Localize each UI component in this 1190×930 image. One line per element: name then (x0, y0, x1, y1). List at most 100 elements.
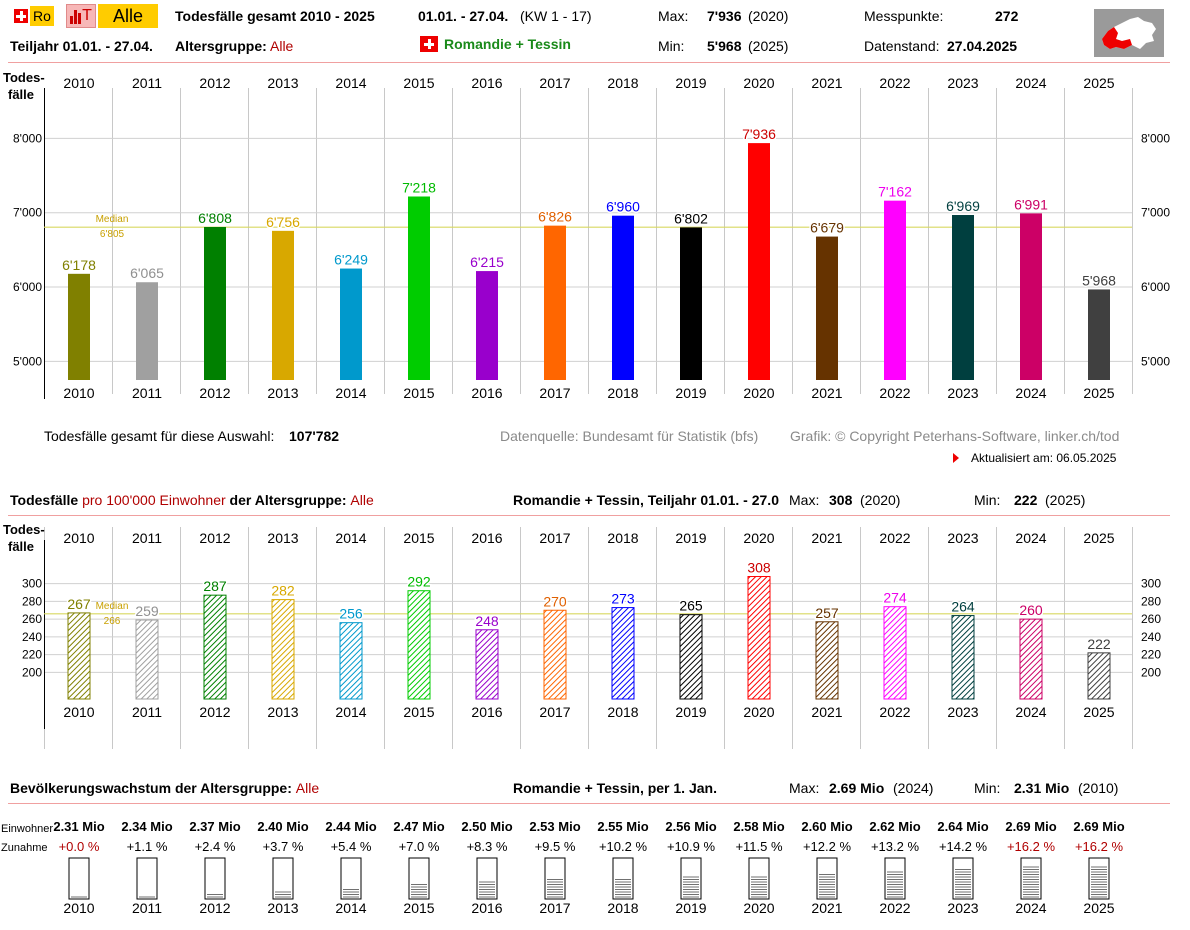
section3-alle: Alle (295, 780, 320, 796)
value-label-2016: 6'215 (470, 254, 504, 270)
year-label-top: 2013 (267, 530, 298, 546)
chart-total-deaths: 5'000 5'000 6'000 6'000 7'000 7'000 8'000 8'000… (3, 70, 1170, 401)
year-label-top: 2021 (811, 530, 842, 546)
growth-box-2010 (68, 857, 90, 900)
growth-box-2017 (544, 857, 566, 900)
year-label-2022: 2022 (879, 900, 910, 916)
year-label-top: 2020 (743, 530, 774, 546)
triangle-right-icon (953, 453, 959, 463)
chart-population-growth: Einwohner Zunahme 2.31 Mio +0.0 % 2010 2.34 M… (1, 819, 1125, 916)
section3-title-text: Bevölkerungswachstum der Altersgruppe: (10, 780, 292, 796)
min-year: (2025) (748, 38, 789, 54)
value-label-2023: 6'969 (946, 198, 980, 214)
chart-type-button[interactable]: T (66, 4, 96, 28)
value-label-2012: 287 (203, 578, 227, 594)
population-value-2022: 2.62 Mio (869, 819, 920, 834)
section3-title: Bevölkerungswachstum der Altersgruppe: A… (10, 780, 319, 796)
switzerland-map-icon[interactable] (1094, 9, 1164, 57)
year-label-top: 2010 (63, 75, 94, 91)
section2-title-a: Todesfälle (10, 492, 79, 508)
value-label-2014: 6'249 (334, 252, 368, 268)
section3-min-year: (2010) (1078, 780, 1119, 796)
year-label-2018: 2018 (607, 900, 638, 916)
growth-box-2012 (204, 857, 226, 900)
bar-2024 (1019, 618, 1043, 700)
section3-min-label: Min: (974, 780, 1001, 796)
growth-box-2024 (1020, 857, 1042, 900)
bar-2023 (952, 215, 974, 380)
bar-2017 (544, 225, 566, 380)
section2-title: Todesfälle pro 100'000 Einwohner der Alt… (10, 492, 374, 508)
year-label-2013: 2013 (267, 900, 298, 916)
swiss-flag-ro-button[interactable]: Ro (10, 4, 58, 28)
year-label-2017: 2017 (539, 900, 570, 916)
copyright[interactable]: Grafik: © Copyright Peterhans-Software, … (790, 428, 1120, 444)
total-label: Todesfälle gesamt für diese Auswahl: (44, 428, 275, 444)
bar-2010 (67, 612, 91, 700)
year-label-top: 2019 (675, 75, 706, 91)
section2-alle: Alle (350, 492, 374, 508)
growth-value-2022: +13.2 % (871, 839, 920, 854)
value-label-2015: 7'218 (402, 179, 436, 195)
value-label-2024: 260 (1019, 602, 1043, 618)
year-label-top: 2018 (607, 75, 638, 91)
population-value-2017: 2.53 Mio (529, 819, 580, 834)
growth-box-2018 (612, 857, 634, 900)
y-tick-label-left: 6'000 (13, 280, 42, 294)
year-label-top: 2024 (1015, 530, 1046, 546)
value-label-2018: 6'960 (606, 199, 640, 215)
year-label-bottom: 2018 (607, 704, 638, 720)
median-label: Median (96, 214, 129, 225)
min-label: Min: (658, 38, 685, 54)
y-tick-label-left: 280 (22, 594, 42, 608)
growth-box-2025 (1088, 857, 1110, 900)
value-label-2012: 6'808 (198, 210, 232, 226)
year-label-bottom: 2012 (199, 385, 230, 401)
section3-max-label: Max: (789, 780, 820, 796)
section2-max-year: (2020) (860, 492, 901, 508)
year-label-top: 2022 (879, 530, 910, 546)
y-tick-label-left: 200 (22, 665, 42, 679)
updated-link[interactable]: Aktualisiert am: 06.05.2025 (953, 451, 1116, 465)
population-value-2021: 2.60 Mio (801, 819, 852, 834)
year-label-2024: 2024 (1015, 900, 1046, 916)
population-value-2015: 2.47 Mio (393, 819, 444, 834)
bar-2019 (680, 227, 702, 380)
altersgruppe-value: Alle (270, 38, 294, 54)
section2-min-label: Min: (974, 492, 1001, 508)
year-label-top: 2023 (947, 75, 978, 91)
y-tick-label-right: 8'000 (1141, 131, 1170, 145)
section2-min-year: (2025) (1045, 492, 1086, 508)
y-tick-label-right: 280 (1141, 594, 1161, 608)
year-label-bottom: 2021 (811, 704, 842, 720)
value-label-2025: 222 (1087, 636, 1111, 652)
year-label-bottom: 2018 (607, 385, 638, 401)
alle-button[interactable]: Alle (98, 4, 158, 28)
swiss-flag-icon (420, 36, 438, 52)
year-label-bottom: 2019 (675, 704, 706, 720)
value-label-2011: 259 (135, 603, 159, 619)
y-axis-label: Todes- (3, 70, 45, 85)
year-label-bottom: 2016 (471, 385, 502, 401)
growth-value-2018: +10.2 % (599, 839, 648, 854)
y-axis-label: fälle (8, 539, 34, 554)
growth-value-2015: +7.0 % (399, 839, 440, 854)
year-label-top: 2012 (199, 75, 230, 91)
population-value-2020: 2.58 Mio (733, 819, 784, 834)
year-label-bottom: 2022 (879, 385, 910, 401)
region-selector[interactable]: Romandie + Tessin (420, 36, 571, 52)
growth-value-2023: +14.2 % (939, 839, 988, 854)
messpunkte-label: Messpunkte: (864, 8, 944, 24)
growth-value-2021: +12.2 % (803, 839, 852, 854)
data-source: Datenquelle: Bundesamt für Statistik (bf… (500, 428, 759, 444)
year-label-bottom: 2016 (471, 704, 502, 720)
value-label-2014: 256 (339, 606, 363, 622)
value-label-2025: 5'968 (1082, 272, 1116, 288)
value-label-2021: 6'679 (810, 220, 844, 236)
growth-value-2020: +11.5 % (735, 839, 783, 854)
year-label-bottom: 2012 (199, 704, 230, 720)
year-label-bottom: 2023 (947, 704, 978, 720)
bar-2016 (475, 629, 499, 700)
bar-2025 (1088, 289, 1110, 380)
max-value: 7'936 (707, 8, 742, 24)
